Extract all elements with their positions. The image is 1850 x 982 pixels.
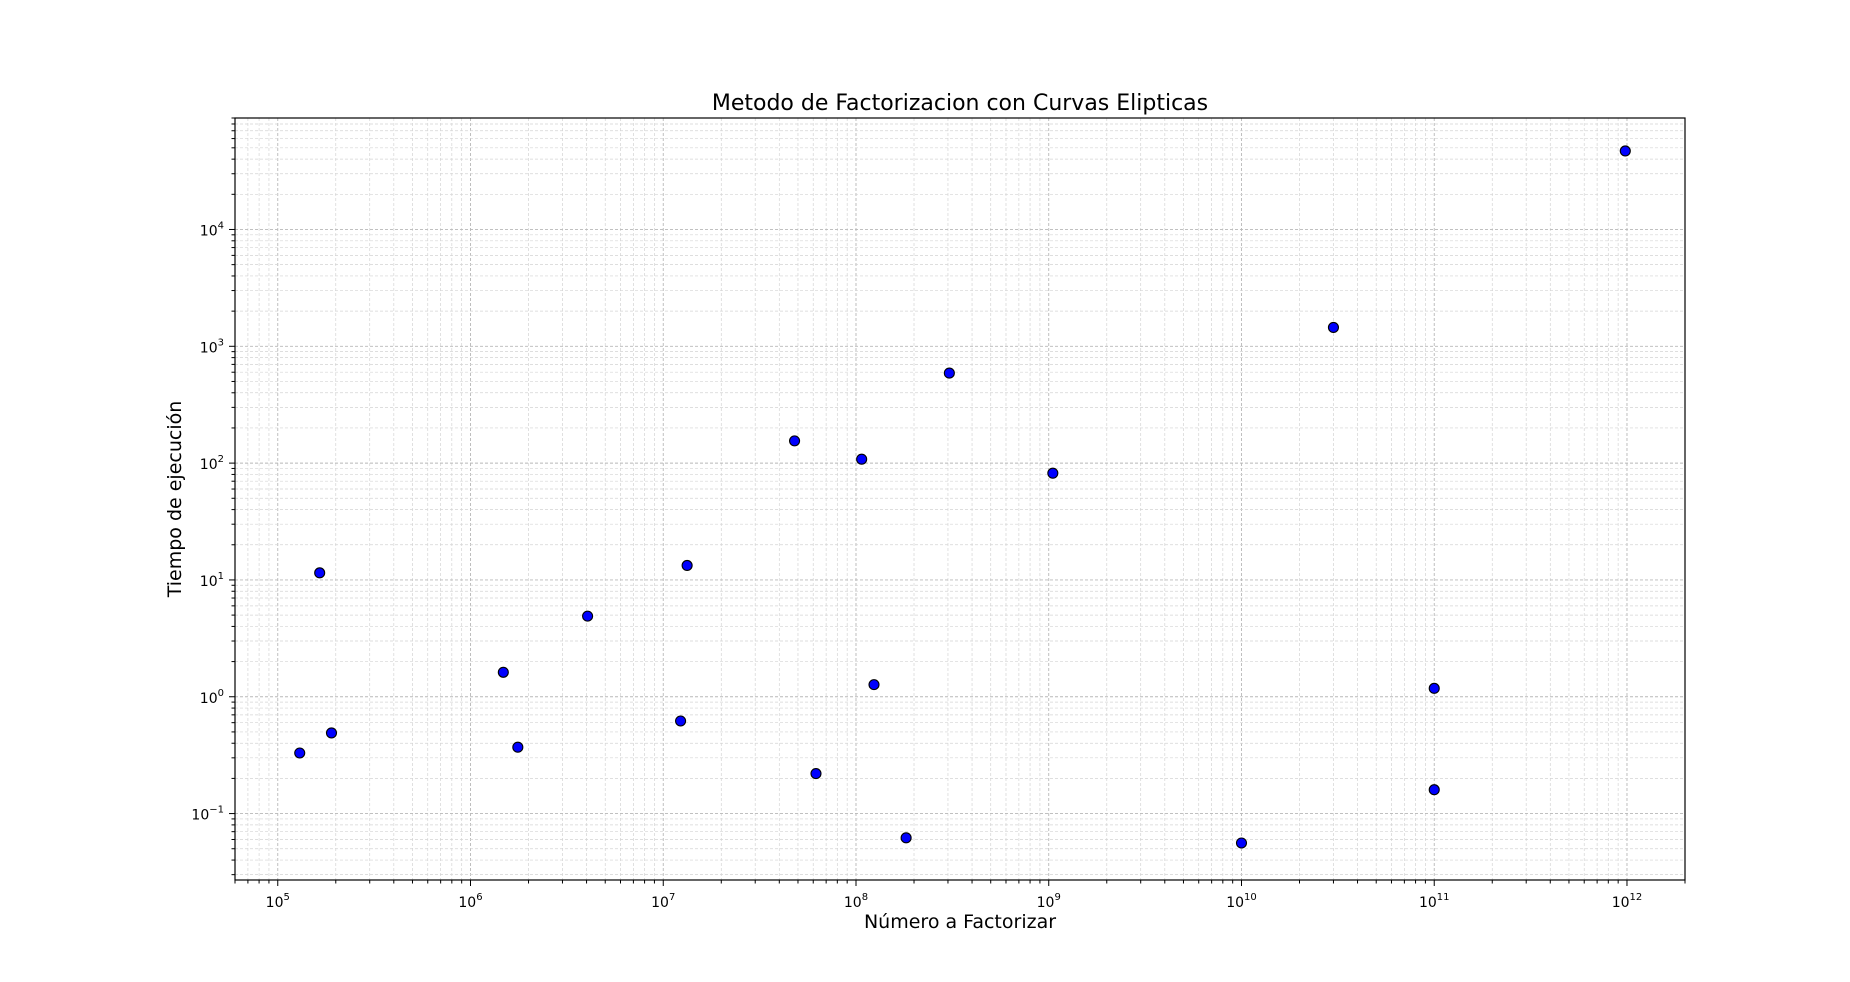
x-tick-label: 1011 (1419, 892, 1450, 911)
scatter-point (868, 679, 880, 691)
plot-frame (234, 117, 1686, 881)
grid-lines (234, 117, 1686, 880)
scatter-point (681, 559, 693, 572)
x-tick-label: 107 (651, 892, 675, 911)
scatter-point (675, 715, 687, 727)
scatter-points (294, 145, 1631, 849)
scatter-point (1428, 682, 1440, 694)
scatter-point (497, 666, 509, 678)
x-tick-label: 1012 (1612, 892, 1643, 911)
y-tick-label: 104 (200, 220, 224, 239)
x-axis-label: Número a Factorizar (864, 911, 1056, 933)
scatter-point (856, 453, 868, 465)
y-tick-label: 102 (200, 454, 224, 473)
scatter-point (512, 741, 524, 753)
x-tick-label: 1010 (1226, 892, 1257, 911)
x-tick-label: 108 (844, 892, 868, 911)
scatter-point (943, 367, 955, 379)
x-tick-label: 105 (266, 892, 290, 911)
y-tick-label: 10−1 (191, 805, 224, 824)
x-tick-label: 106 (458, 892, 482, 911)
scatter-point (314, 567, 326, 579)
y-tick-label: 100 (200, 688, 224, 707)
scatter-point (1619, 145, 1631, 157)
scatter-point (1428, 784, 1440, 796)
y-tick-label: 101 (200, 571, 224, 590)
scatter-point (810, 768, 822, 780)
scatter-point (1235, 837, 1248, 849)
scatter-point (900, 832, 912, 844)
scatter-point (294, 747, 306, 759)
scatter-point (582, 610, 594, 622)
scatter-point (1327, 321, 1340, 333)
x-tick-label: 109 (1037, 892, 1061, 911)
scatter-point (325, 727, 338, 739)
chart-title: Metodo de Factorizacion con Curvas Elipt… (712, 91, 1208, 116)
scatter-point (789, 435, 801, 447)
y-axis-label: Tiempo de ejecución (164, 401, 186, 599)
y-tick-label: 103 (200, 337, 224, 356)
scatter-point (1047, 467, 1059, 479)
